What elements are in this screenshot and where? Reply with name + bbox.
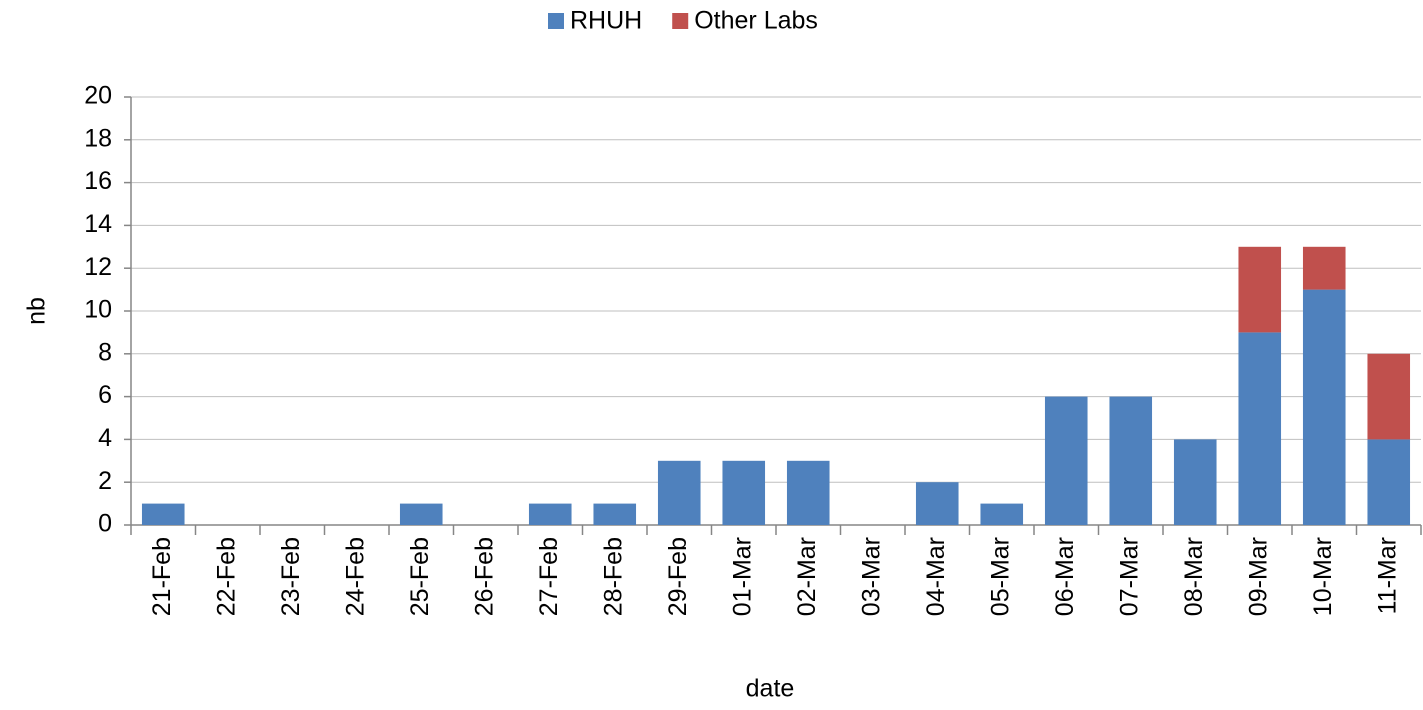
y-tick-label: 16 xyxy=(84,167,112,195)
y-tick-label: 2 xyxy=(98,467,112,495)
y-tick-label: 8 xyxy=(98,338,112,366)
bar xyxy=(141,503,185,525)
y-axis-label: nb xyxy=(23,297,51,325)
x-tick-label: 07-Mar xyxy=(1115,537,1143,616)
bar xyxy=(1238,332,1282,525)
bar xyxy=(528,503,572,525)
bar xyxy=(1302,246,1346,290)
legend-swatch xyxy=(548,13,564,29)
bar xyxy=(915,482,959,525)
bar xyxy=(1302,289,1346,525)
bar xyxy=(399,503,443,525)
legend-swatch xyxy=(672,13,689,29)
y-tick-label: 0 xyxy=(98,510,112,538)
x-tick-label: 21-Feb xyxy=(148,537,176,616)
y-tick-label: 6 xyxy=(98,381,112,409)
legend-label: RHUH xyxy=(570,7,642,35)
x-tick-label: 26-Feb xyxy=(470,537,498,616)
x-tick-label: 22-Feb xyxy=(212,537,240,616)
x-axis-label: date xyxy=(746,675,795,703)
x-tick-label: 02-Mar xyxy=(793,537,821,616)
bar xyxy=(1173,439,1217,525)
bar xyxy=(1238,246,1282,333)
x-tick-label: 27-Feb xyxy=(535,537,563,616)
x-tick-label: 04-Mar xyxy=(922,537,950,616)
bar xyxy=(980,503,1024,525)
x-tick-label: 09-Mar xyxy=(1244,537,1272,616)
y-tick-label: 18 xyxy=(84,124,112,152)
x-tick-label: 24-Feb xyxy=(341,537,369,616)
x-tick-label: 08-Mar xyxy=(1180,537,1208,616)
y-tick-label: 10 xyxy=(84,296,112,324)
bar xyxy=(786,460,830,525)
x-tick-label: 10-Mar xyxy=(1309,537,1337,616)
bar xyxy=(593,503,637,525)
bar xyxy=(657,460,701,525)
y-tick-label: 4 xyxy=(98,424,112,452)
x-tick-label: 23-Feb xyxy=(277,537,305,616)
x-tick-label: 05-Mar xyxy=(986,537,1014,616)
bar xyxy=(1109,396,1153,525)
bar xyxy=(1044,396,1088,525)
x-tick-label: 03-Mar xyxy=(857,537,885,616)
bar xyxy=(722,460,766,525)
x-tick-label: 06-Mar xyxy=(1051,537,1079,616)
x-tick-label: 01-Mar xyxy=(728,537,756,616)
x-tick-label: 11-Mar xyxy=(1373,537,1401,614)
legend-label: Other Labs xyxy=(694,7,818,35)
x-tick-label: 28-Feb xyxy=(599,537,627,616)
bar xyxy=(1367,439,1411,525)
y-tick-label: 14 xyxy=(84,210,112,238)
y-tick-label: 20 xyxy=(84,82,112,110)
x-tick-label: 29-Feb xyxy=(664,537,692,616)
bar xyxy=(1367,353,1411,440)
x-tick-label: 25-Feb xyxy=(406,537,434,616)
y-tick-label: 12 xyxy=(84,253,112,281)
